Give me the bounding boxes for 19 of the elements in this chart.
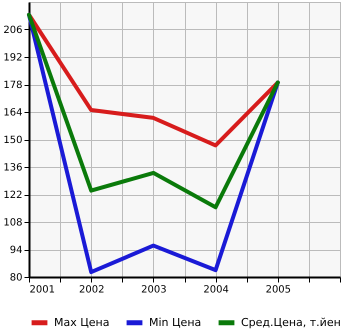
x-tick-label: 2005 <box>266 284 292 296</box>
x-tick-label: 2001 <box>30 284 55 296</box>
y-tick-label: 178 <box>3 80 22 91</box>
y-tick-label: 94 <box>10 245 22 256</box>
x-tick-label: 2003 <box>141 284 167 296</box>
y-tick-label: 136 <box>3 162 22 174</box>
legend-label: Max Цена <box>54 316 110 329</box>
y-tick-label: 192 <box>3 52 22 64</box>
y-tick-label: 164 <box>3 108 22 118</box>
y-tick-label: 150 <box>3 135 22 146</box>
y-tick-label: 206 <box>3 25 22 36</box>
legend-label: Сред.Цена, т.йен <box>241 316 341 329</box>
y-tick-label: 80 <box>10 272 22 284</box>
line-series <box>27 12 280 210</box>
x-tick-label: 2002 <box>78 284 104 296</box>
x-tick-label: 2004 <box>203 284 229 296</box>
y-tick-label: 108 <box>3 218 22 228</box>
y-tick-label: 122 <box>3 190 22 201</box>
legend-label: Min Цена <box>149 316 202 329</box>
